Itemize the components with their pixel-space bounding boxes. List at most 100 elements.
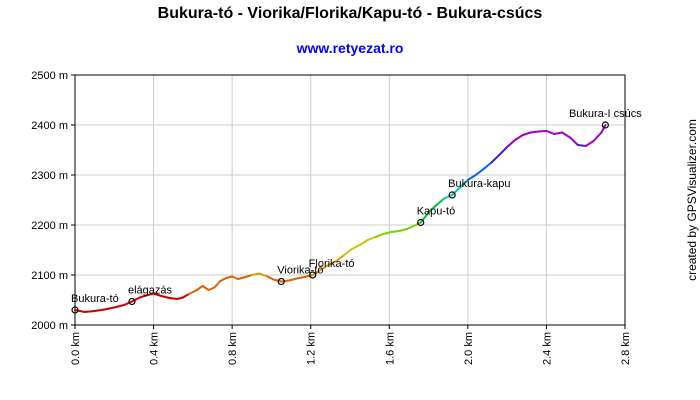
elevation-segment-20 — [225, 275, 234, 279]
elevation-segment-62 — [545, 130, 556, 135]
waypoint-marker-1 — [128, 297, 136, 306]
elevation-segment-37 — [350, 244, 361, 250]
elevation-segment-36 — [343, 248, 353, 256]
elevation-segment-14 — [187, 289, 198, 295]
chart-title: Bukura-tó - Viorika/Florika/Kapu-tó - Bu… — [158, 5, 543, 22]
elevation-segment-44 — [405, 224, 416, 230]
elevation-segment-67 — [584, 140, 595, 147]
y-tick-label-0: 2000 m — [31, 320, 68, 332]
elevation-segment-56 — [498, 146, 509, 156]
elevation-segment-53 — [474, 168, 485, 176]
elevation-segment-29 — [288, 277, 298, 282]
elevation-segment-34 — [327, 260, 338, 266]
elevation-segment-32 — [311, 269, 322, 276]
elevation-segment-64 — [561, 131, 571, 139]
plot-area-frame — [74, 74, 626, 326]
y-tick-label-3: 2300 m — [31, 170, 68, 182]
elevation-segment-30 — [295, 276, 306, 280]
x-tick-label-7: 2.8 km — [620, 332, 632, 365]
x-tick-label-3: 1.2 km — [306, 332, 318, 365]
elevation-segment-31 — [303, 274, 314, 278]
y-tick-label-2: 2200 m — [31, 220, 68, 232]
elevation-segment-18 — [213, 280, 222, 289]
elevation-segment-27 — [272, 278, 283, 283]
x-tick-label-0: 0.0 km — [70, 332, 82, 365]
elevation-segment-4 — [113, 304, 126, 309]
elevation-line — [74, 124, 607, 313]
elevation-segment-58 — [514, 134, 524, 141]
elevation-segment-59 — [521, 131, 532, 136]
elevation-segment-5 — [123, 300, 133, 306]
elevation-segment-65 — [569, 136, 579, 146]
credit-text: created by GPSVisualizer.com — [685, 119, 699, 281]
elevation-segment-39 — [366, 236, 377, 241]
elevation-segment-48 — [435, 197, 446, 206]
elevation-segment-25 — [258, 272, 269, 278]
waypoint-marker-5 — [448, 191, 456, 199]
elevation-segment-1 — [83, 310, 96, 313]
x-tick-label-6: 2.4 km — [541, 332, 553, 365]
elevation-segment-16 — [201, 285, 210, 291]
elevation-segment-0 — [74, 309, 86, 313]
elevation-segment-22 — [237, 276, 245, 280]
elevation-segment-55 — [490, 154, 501, 164]
elevation-segment-35 — [335, 254, 346, 262]
elevation-segment-10 — [160, 295, 171, 299]
elevation-segment-47 — [427, 204, 438, 214]
y-tick-label-4: 2400 m — [31, 120, 68, 132]
elevation-segment-28 — [280, 279, 291, 283]
elevation-segment-19 — [219, 277, 228, 282]
elevation-segment-11 — [168, 297, 179, 300]
elevation-segment-60 — [529, 130, 540, 134]
x-tick-label-4: 1.6 km — [384, 332, 396, 365]
waypoint-marker-3 — [309, 271, 317, 279]
y-axis-tick-labels: 2000 m 2100 m 2200 m 2300 m 2400 m 2500 m — [31, 70, 75, 332]
elevation-segment-63 — [553, 131, 564, 135]
elevation-segment-38 — [358, 239, 369, 246]
elevation-segment-69 — [600, 124, 607, 134]
grid-lines — [75, 75, 625, 325]
elevation-segment-7 — [138, 294, 149, 299]
elevation-segment-43 — [398, 228, 408, 232]
waypoint-marker-2 — [277, 277, 285, 286]
waypoint-label-6: Bukura-I csúcs — [569, 108, 642, 120]
elevation-segment-23 — [242, 274, 253, 279]
waypoint-marker-6 — [601, 121, 609, 129]
elevation-segment-50 — [451, 186, 461, 196]
elevation-segment-13 — [182, 293, 190, 299]
elevation-segment-24 — [250, 272, 261, 276]
elevation-segment-33 — [319, 264, 330, 271]
elevation-segment-9 — [152, 292, 163, 297]
elevation-segment-3 — [103, 306, 116, 311]
waypoint-marker-0 — [71, 306, 79, 314]
elevation-segment-46 — [419, 211, 430, 224]
elevation-segment-26 — [266, 275, 275, 281]
waypoint-label-5: Bukura-kapu — [448, 178, 510, 190]
elevation-segment-68 — [592, 131, 603, 142]
x-tick-label-1: 0.4 km — [149, 332, 161, 365]
elevation-segment-6 — [130, 296, 141, 303]
waypoint-label-4: Kapu-tó — [417, 206, 456, 218]
elevation-segment-42 — [390, 230, 401, 233]
elevation-segment-51 — [459, 179, 469, 189]
elevation-segment-40 — [374, 233, 385, 238]
elevation-segment-57 — [506, 139, 516, 148]
waypoint-label-0: Bukura-tó — [71, 293, 119, 305]
y-tick-label-5: 2500 m — [31, 70, 68, 82]
elevation-segment-61 — [537, 130, 548, 133]
chart-subtitle: www.retyezat.ro — [296, 40, 404, 56]
waypoint-marker-4 — [417, 218, 425, 227]
waypoint-label-2: Viorika-tó — [277, 265, 323, 277]
waypoint-label-1: elágazás — [128, 285, 173, 297]
elevation-segment-52 — [466, 174, 477, 181]
elevation-segment-2 — [93, 308, 106, 312]
x-tick-label-2: 0.8 km — [227, 332, 239, 365]
waypoint-label-3: Florika-tó — [309, 258, 355, 270]
elevation-segment-15 — [195, 285, 204, 291]
elevation-segment-17 — [207, 286, 216, 291]
elevation-segment-54 — [482, 161, 493, 170]
elevation-segment-41 — [382, 231, 393, 235]
elevation-segment-21 — [231, 275, 240, 280]
